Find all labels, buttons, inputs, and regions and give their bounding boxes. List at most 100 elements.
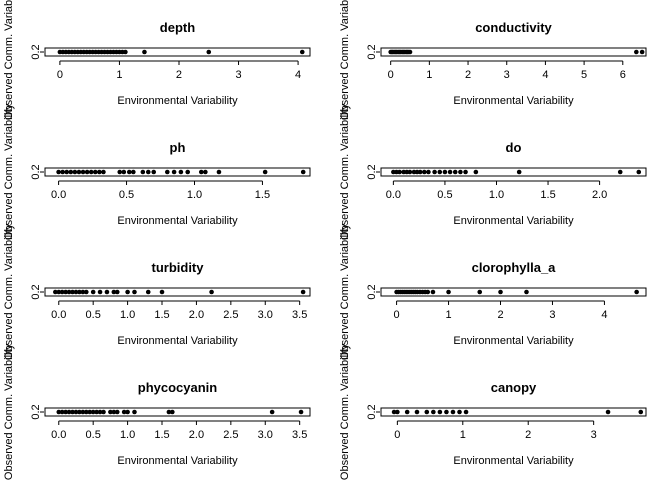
data-point: [140, 169, 146, 175]
x-axis-label: Environmental Variability: [117, 215, 238, 227]
x-tick-label: 2.0: [592, 189, 607, 201]
x-tick-label: 0: [57, 69, 63, 81]
y-tick-label: 0.2: [30, 284, 42, 299]
data-point: [83, 409, 89, 415]
x-tick-label: 3.5: [292, 429, 307, 441]
chart-panel-1: depth 0 1 2 3 4 0.2 Environmental Variability Ob…: [3, 0, 311, 120]
data-point: [404, 409, 410, 415]
x-tick-label: 4: [295, 69, 301, 81]
x-tick-label: 0.0: [51, 309, 66, 321]
plot-frame: [44, 287, 311, 297]
data-point: [80, 169, 86, 175]
x-tick-label: 0: [394, 429, 400, 441]
x-tick-label: 1: [445, 309, 451, 321]
x-tick-label: 1.0: [187, 189, 202, 201]
data-point: [209, 289, 214, 295]
data-point: [407, 49, 413, 55]
data-point: [171, 169, 177, 175]
data-point: [123, 49, 128, 55]
data-point: [131, 169, 136, 175]
x-tick-label: 1.0: [120, 309, 135, 321]
x-tick-label: 2.0: [189, 309, 204, 321]
data-point: [185, 169, 190, 175]
data-point: [97, 289, 103, 295]
data-point: [60, 169, 65, 175]
data-point: [111, 409, 117, 415]
x-tick-label: 3: [235, 69, 241, 81]
data-point: [121, 169, 127, 175]
data-point: [446, 289, 451, 295]
data-point: [84, 169, 90, 175]
data-point: [516, 169, 522, 175]
data-point: [70, 409, 75, 415]
y-axis-label: Observed Comm. Variability: [339, 103, 351, 240]
data-point: [159, 289, 165, 295]
chart-title: clorophylla_a: [472, 260, 557, 275]
data-point: [477, 289, 483, 295]
x-tick-label: 3: [591, 429, 597, 441]
data-point: [132, 289, 137, 295]
x-tick-label: 3.0: [258, 309, 273, 321]
x-tick-label: 1: [426, 69, 432, 81]
data-point: [639, 49, 645, 55]
y-axis-label: Observed Comm. Variability: [339, 0, 351, 120]
y-tick-label: 0.2: [30, 164, 42, 179]
data-point: [101, 409, 106, 415]
x-tick-label: 0.5: [86, 429, 101, 441]
data-point: [262, 169, 268, 175]
data-point: [114, 409, 120, 415]
x-tick-label: 0: [394, 309, 400, 321]
data-point: [125, 409, 130, 415]
data-point: [417, 169, 423, 175]
data-point: [444, 409, 449, 415]
chart-panel-8: canopy 0 1 2 3 0.2 Environmental Variability Ob…: [339, 343, 647, 480]
x-tick-label: 1.5: [154, 429, 169, 441]
x-tick-label: 0.0: [51, 189, 66, 201]
chart-panel-2: conductivity 0 1 2 3 4 5 6 0.2 Environmental Vari…: [339, 0, 647, 120]
data-point: [426, 169, 431, 175]
data-point: [142, 49, 147, 55]
y-tick-label: 0.2: [30, 44, 42, 59]
data-point: [132, 409, 137, 415]
data-point: [90, 409, 96, 415]
plot-frame: [44, 47, 311, 57]
x-axis-label: Environmental Variability: [117, 455, 238, 467]
data-point: [63, 409, 68, 415]
data-point: [216, 169, 222, 175]
data-point: [395, 409, 400, 415]
data-point: [66, 409, 72, 415]
data-point: [117, 169, 123, 175]
data-point: [63, 289, 68, 295]
data-point: [605, 409, 611, 415]
data-point: [59, 409, 65, 415]
x-tick-label: 3: [504, 69, 510, 81]
plot-frame: [44, 167, 311, 177]
x-tick-label: 6: [620, 69, 626, 81]
x-tick-label: 0: [388, 69, 394, 81]
data-point: [391, 409, 397, 415]
x-tick-label: 2: [497, 309, 503, 321]
data-point: [437, 169, 443, 175]
x-axis-label: Environmental Variability: [453, 215, 574, 227]
x-tick-label: 1: [460, 429, 466, 441]
data-point: [77, 409, 82, 415]
data-point: [97, 409, 103, 415]
data-point: [463, 169, 468, 175]
data-point: [87, 409, 93, 415]
data-point: [166, 409, 172, 415]
x-tick-label: 0.5: [119, 189, 134, 201]
x-axis-label: Environmental Variability: [453, 335, 574, 347]
x-tick-label: 2: [465, 69, 471, 81]
y-axis-label: Observed Comm. Variability: [339, 343, 351, 480]
data-point: [299, 49, 305, 55]
x-tick-label: 3: [549, 309, 555, 321]
data-point: [73, 409, 79, 415]
data-point: [458, 169, 463, 175]
x-tick-label: 3.5: [292, 309, 307, 321]
chart-title: do: [506, 140, 522, 155]
data-point: [634, 289, 639, 295]
y-tick-label: 0.2: [366, 404, 378, 419]
data-point: [111, 289, 117, 295]
plot-frame: [380, 287, 647, 297]
y-tick-label: 0.2: [366, 284, 378, 299]
